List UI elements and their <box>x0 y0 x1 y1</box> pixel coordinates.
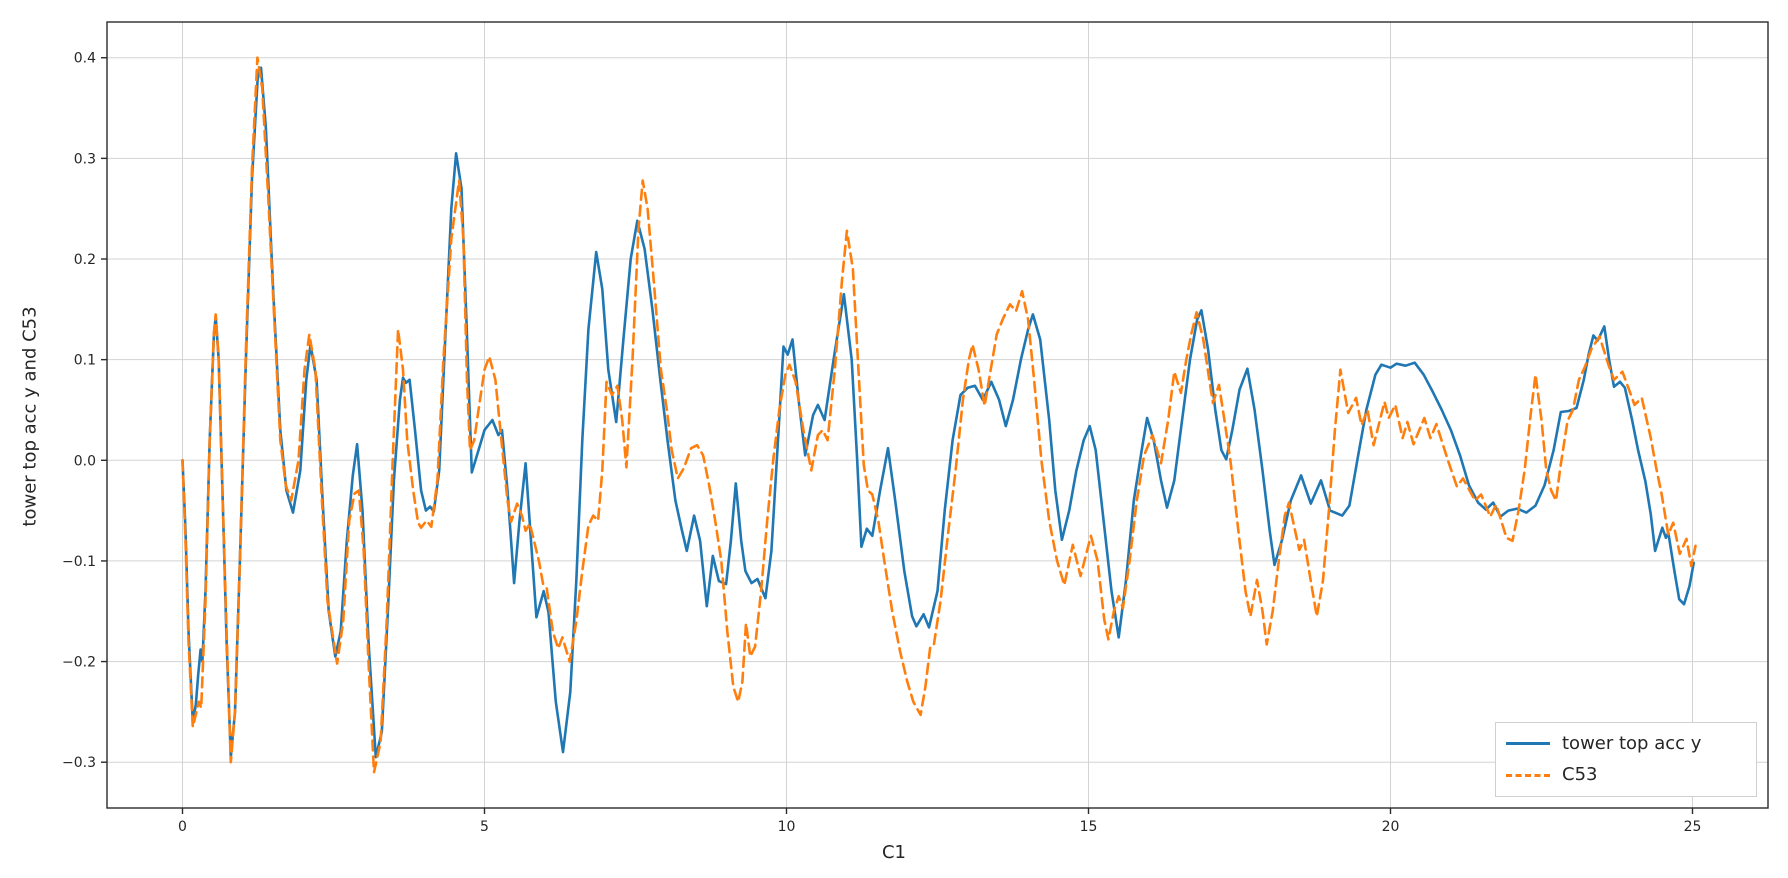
y-tick-label: −0.3 <box>62 755 96 771</box>
legend-line-sample-dashed <box>1506 773 1550 777</box>
legend: tower top acc y C53 <box>1495 722 1757 797</box>
axes-spines <box>106 21 1769 809</box>
x-tick-label: 15 <box>1080 819 1098 835</box>
y-tick-label: 0.3 <box>74 151 96 167</box>
series-line-c53 <box>181 56 1697 774</box>
y-tick-label: −0.2 <box>62 655 96 671</box>
x-axis-label: C1 <box>881 842 907 863</box>
y-tick-label: 0.4 <box>74 51 96 67</box>
y-tick-label: −0.1 <box>62 554 96 570</box>
legend-entry-c53: C53 <box>1506 760 1746 790</box>
legend-label: tower top acc y <box>1562 732 1702 754</box>
y-tick-label: 0.1 <box>74 353 96 369</box>
x-tick-label: 10 <box>778 819 796 835</box>
x-tick-label: 20 <box>1382 819 1400 835</box>
series-line-tower-top-acc-y <box>181 66 1695 759</box>
legend-line-sample-solid <box>1506 742 1550 746</box>
x-tick-label: 5 <box>480 819 489 835</box>
y-tick-label: 0.2 <box>74 252 96 268</box>
y-axis-label: tower top acc y and C53 <box>19 306 41 527</box>
y-tick-label: 0.0 <box>74 453 96 469</box>
x-tick-label: 25 <box>1684 819 1702 835</box>
x-tick-label: 0 <box>178 819 187 835</box>
legend-label: C53 <box>1562 764 1598 786</box>
legend-entry-tower-top-acc-y: tower top acc y <box>1506 729 1746 759</box>
